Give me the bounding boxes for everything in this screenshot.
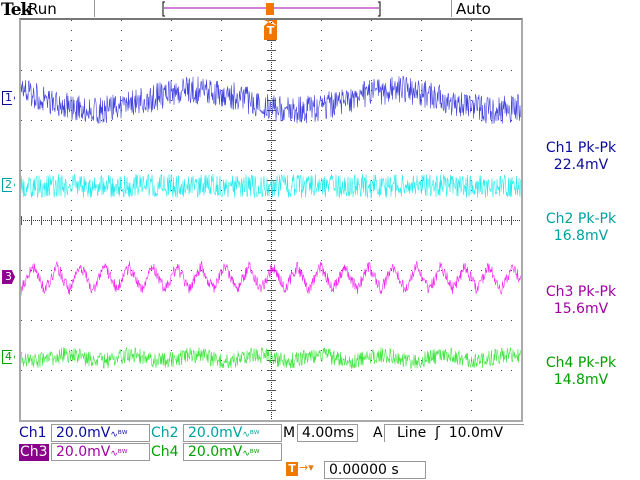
ch1-scale-value: 20.0mV: [56, 425, 110, 441]
ch4-scale-value: 20.0mV: [188, 444, 242, 460]
arrow-right-down-icon: →▾: [299, 461, 314, 474]
ch3-scale-value: 20.0mV: [56, 444, 110, 460]
trigger-mode: Auto: [456, 0, 491, 18]
ch4-ground-marker[interactable]: 4: [2, 350, 15, 364]
ch2-scale-value: 20.0mV: [188, 425, 242, 441]
ch4-pkpk-label: Ch4 Pk-Pk: [526, 355, 636, 372]
ch2-label[interactable]: Ch2: [151, 425, 179, 442]
ch2-scale[interactable]: 20.0mV∿ᴮᵂ: [183, 424, 282, 442]
bw-limit-icon: ∿ᴮᵂ: [110, 449, 127, 459]
ch1-pkpk-label: Ch1 Pk-Pk: [526, 140, 636, 157]
ch4-label[interactable]: Ch4: [151, 444, 179, 461]
trigger-source: Line: [397, 425, 426, 441]
rising-edge-icon: ʃ: [435, 425, 440, 441]
timebase-value[interactable]: 4.00ms: [297, 424, 358, 442]
ch3-pkpk-value: 15.6mV: [526, 301, 636, 318]
trigger-readout[interactable]: Line ʃ 10.0mV: [384, 424, 524, 442]
ch3-label[interactable]: Ch3: [19, 444, 49, 461]
ch1-scale[interactable]: 20.0mV∿ᴮᵂ: [51, 424, 150, 442]
ch3-ground-marker[interactable]: 3: [2, 270, 15, 284]
timebase-prefix: M: [283, 425, 295, 442]
graticule: [19, 18, 523, 422]
ch3-pkpk-label: Ch3 Pk-Pk: [526, 284, 636, 301]
ch1-ground-marker[interactable]: 1: [2, 91, 15, 105]
record-position-bar[interactable]: [160, 0, 385, 18]
horizontal-position[interactable]: 0.00000 s: [324, 461, 426, 479]
ch4-pkpk-value: 14.8mV: [526, 372, 636, 389]
trigger-marker-icon: T: [286, 462, 298, 476]
acquisition-state: Run: [28, 0, 57, 18]
bw-limit-icon: ∿ᴮᵂ: [110, 430, 127, 440]
ch3-scale[interactable]: 20.0mV∿ᴮᵂ: [51, 443, 150, 461]
waveform-display: [21, 20, 521, 420]
trigger-channel-mode: A: [373, 425, 383, 442]
ch2-waveform: [21, 174, 521, 198]
bw-limit-icon: ∿ᴮᵂ: [242, 430, 259, 440]
bw-limit-icon: ∿ᴮᵂ: [242, 449, 259, 459]
tek-logo: Tek: [1, 0, 31, 20]
ch2-pkpk-label: Ch2 Pk-Pk: [526, 211, 636, 228]
ch1-pkpk-value: 22.4mV: [526, 157, 636, 174]
ch4-scale[interactable]: 20.0mV∿ᴮᵂ: [183, 443, 282, 461]
ch2-ground-marker[interactable]: 2: [2, 178, 15, 192]
divider: [94, 0, 95, 17]
ch2-pkpk-value: 16.8mV: [526, 228, 636, 245]
ch1-label[interactable]: Ch1: [19, 425, 47, 442]
trigger-position-icon: [266, 3, 274, 15]
divider: [451, 0, 452, 17]
trigger-level: 10.0mV: [449, 425, 503, 441]
